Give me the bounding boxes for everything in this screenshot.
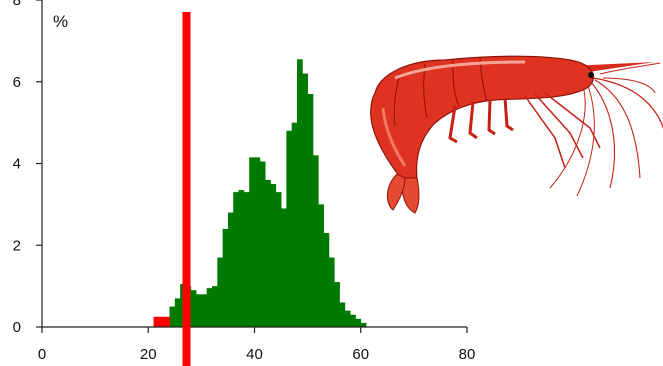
y-tick-label-2: 2 — [13, 237, 21, 254]
histogram-bar-s0-15 — [243, 192, 250, 327]
histogram-bar-s0-37 — [360, 322, 367, 327]
histogram-bar-s0-2 — [174, 298, 181, 327]
histogram-bar-s1-0 — [153, 316, 160, 327]
histogram-bar-s0-33 — [339, 302, 346, 327]
histogram-bar-s0-30 — [323, 232, 330, 327]
y-tick-label-8: 8 — [13, 0, 21, 9]
y-tick-label-6: 6 — [13, 74, 21, 91]
histogram-bar-s0-1 — [169, 306, 176, 327]
histogram-bar-s1-1 — [158, 316, 165, 327]
histogram-bar-s1-2 — [164, 316, 170, 327]
histogram-bar-s0-35 — [350, 314, 356, 327]
histogram-bar-s0-10 — [217, 257, 224, 327]
x-tick-label-80: 80 — [459, 346, 476, 363]
histogram-bar-s0-36 — [355, 318, 362, 327]
histogram-bar-s0-29 — [318, 204, 324, 328]
histogram-bar-s0-11 — [222, 228, 229, 327]
histogram-bar-s0-34 — [344, 310, 351, 327]
histogram-bar-s0-18 — [259, 161, 266, 327]
histogram-bar-s0-7 — [201, 294, 208, 327]
x-tick-label-20: 20 — [140, 346, 157, 363]
histogram-bar-s0-32 — [334, 282, 340, 327]
histogram-bar-s0-17 — [254, 157, 261, 327]
x-tick-label-40: 40 — [246, 346, 263, 363]
histogram-bar-s0-9 — [212, 286, 218, 328]
histogram-bar-s0-21 — [275, 192, 282, 327]
histogram-bar-s0-28 — [312, 155, 319, 327]
histogram-bar-s0-14 — [238, 190, 245, 327]
y-tick-label-4: 4 — [13, 156, 21, 173]
histogram-bar-s0-5 — [190, 290, 197, 327]
histogram-bar-s0-13 — [233, 192, 239, 327]
histogram-bar-s0-19 — [265, 179, 271, 327]
histogram-bar-s0-22 — [281, 208, 287, 327]
histogram-bar-s0-31 — [328, 257, 335, 327]
y-tick-label-0: 0 — [13, 319, 21, 336]
histogram-bar-s0-8 — [206, 288, 213, 327]
histogram-bar-s0-23 — [286, 130, 293, 327]
y-unit-label: % — [53, 12, 68, 31]
x-tick-label-60: 60 — [352, 346, 369, 363]
histogram-bar-s0-25 — [297, 59, 303, 328]
ticks-layer: 0 20 40 60 80 0 2 4 6 8 — [13, 0, 476, 363]
red-shrimp-illustration — [345, 28, 663, 228]
histogram-bar-s0-6 — [196, 294, 202, 327]
x-tick-label-0: 0 — [38, 346, 46, 363]
histogram-bar-s0-16 — [249, 157, 255, 327]
histogram-bar-s0-12 — [227, 212, 234, 327]
histogram-bar-s0-24 — [291, 122, 298, 328]
histogram-bar-s0-26 — [302, 73, 309, 327]
histogram-bar-s0-20 — [270, 183, 277, 327]
bars-layer — [153, 59, 367, 328]
histogram-bar-s0-27 — [307, 94, 314, 327]
